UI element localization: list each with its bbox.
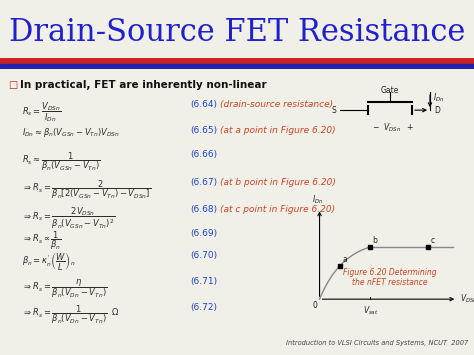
Text: $\Rightarrow R_s \propto \dfrac{1}{\beta_n}$: $\Rightarrow R_s \propto \dfrac{1}{\beta… — [22, 229, 62, 252]
Text: (at c point in Figure 6.20): (at c point in Figure 6.20) — [220, 205, 335, 214]
Text: Figure 6.20 Determining: Figure 6.20 Determining — [343, 268, 437, 277]
Text: (6.69): (6.69) — [190, 229, 217, 238]
Bar — [0, 58, 474, 63]
Text: (6.67): (6.67) — [190, 178, 217, 187]
Text: (6.64): (6.64) — [190, 100, 217, 109]
Text: $\Rightarrow R_s = \dfrac{2}{\beta_n[2(V_{GSn}-V_{Tn})-V_{DSn}]}$: $\Rightarrow R_s = \dfrac{2}{\beta_n[2(V… — [22, 178, 151, 201]
Text: (at b point in Figure 6.20): (at b point in Figure 6.20) — [220, 178, 336, 187]
Text: $\Rightarrow R_s = \dfrac{1}{\beta_n(V_{Dn}-V_{Tn})}\ \ \Omega$: $\Rightarrow R_s = \dfrac{1}{\beta_n(V_{… — [22, 303, 120, 326]
Text: $V_{DSn}$: $V_{DSn}$ — [460, 293, 474, 305]
Text: S: S — [331, 106, 336, 115]
Text: (6.68): (6.68) — [190, 205, 217, 214]
Text: $V_{sat}$: $V_{sat}$ — [363, 305, 378, 317]
Text: Gate: Gate — [381, 86, 399, 95]
Text: In practical, FET are inherently non-linear: In practical, FET are inherently non-lin… — [20, 80, 266, 90]
Text: (6.65): (6.65) — [190, 126, 217, 135]
Text: 0: 0 — [312, 301, 318, 310]
Text: (6.66): (6.66) — [190, 150, 217, 159]
Text: (6.71): (6.71) — [190, 277, 217, 286]
Text: (at a point in Figure 6.20): (at a point in Figure 6.20) — [220, 126, 336, 135]
Text: $I_{Dn}$: $I_{Dn}$ — [433, 92, 445, 104]
Text: Introduction to VLSI Circuits and Systems, NCUT  2007: Introduction to VLSI Circuits and System… — [286, 340, 468, 346]
Text: $R_s = \dfrac{V_{DSn}}{I_{Dn}}$: $R_s = \dfrac{V_{DSn}}{I_{Dn}}$ — [22, 100, 61, 124]
Text: □: □ — [8, 80, 17, 90]
Text: $I_{Dn}$: $I_{Dn}$ — [312, 193, 323, 206]
Text: the nFET resistance: the nFET resistance — [352, 278, 428, 287]
Text: $R_s \approx \dfrac{1}{\beta_n(V_{GSn}-V_{Tn})}$: $R_s \approx \dfrac{1}{\beta_n(V_{GSn}-V… — [22, 150, 101, 173]
Text: $\beta_n = \kappa_n^{'}\left(\dfrac{W}{L}\right)_n$: $\beta_n = \kappa_n^{'}\left(\dfrac{W}{L… — [22, 251, 75, 273]
Text: a: a — [342, 255, 347, 264]
Text: (drain-source resistance): (drain-source resistance) — [220, 100, 333, 109]
Text: b: b — [373, 236, 377, 245]
Text: $\Rightarrow R_s = \dfrac{2V_{DSn}}{\beta_n(V_{GSn}-V_{Tn})^2}$: $\Rightarrow R_s = \dfrac{2V_{DSn}}{\bet… — [22, 205, 115, 231]
Text: D: D — [434, 106, 440, 115]
Text: (6.70): (6.70) — [190, 251, 217, 260]
Text: $I_{Dn} \approx \beta_n(V_{GSn}-V_{Tn})V_{DSn}$: $I_{Dn} \approx \beta_n(V_{GSn}-V_{Tn})V… — [22, 126, 120, 139]
Text: c: c — [430, 236, 435, 245]
Text: (6.72): (6.72) — [190, 303, 217, 312]
Bar — [0, 64, 474, 69]
Text: $\Rightarrow R_s = \dfrac{\eta}{\beta_n(V_{Dn}-V_{Tn})}$: $\Rightarrow R_s = \dfrac{\eta}{\beta_n(… — [22, 277, 107, 300]
Text: Drain-Source FET Resistance: Drain-Source FET Resistance — [9, 17, 465, 48]
Text: $-\ \ V_{DSn}\ \ +$: $-\ \ V_{DSn}\ \ +$ — [372, 121, 414, 133]
